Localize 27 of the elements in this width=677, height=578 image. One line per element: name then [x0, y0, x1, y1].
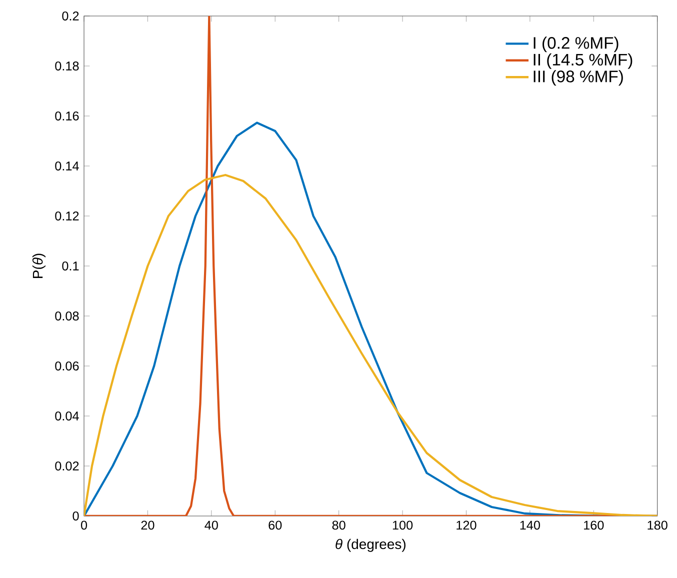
x-tick-label: 100 [392, 520, 413, 530]
y-tick-label: 0.06 [55, 362, 79, 370]
x-tick-label: 0 [80, 520, 88, 530]
y-tick-label: 0.12 [55, 212, 79, 220]
y-tick-label: 0.18 [55, 62, 79, 70]
y-tick-label: 0.08 [55, 312, 79, 320]
x-tick-label: 120 [456, 520, 476, 530]
legend-label: I (0.2 %MF) [534, 36, 618, 52]
x-tick-label: 140 [520, 520, 540, 530]
x-tick-label: 60 [268, 520, 282, 530]
legend-label: II (14.5 %MF) [534, 53, 632, 69]
x-tick-label: 180 [648, 520, 668, 530]
y-tick-label: 0.04 [55, 412, 79, 420]
y-axis-title: P(θ) [32, 254, 46, 278]
x-tick-label: 80 [332, 520, 346, 530]
x-tick-label: 20 [141, 520, 154, 530]
y-tick-label: 0.2 [62, 12, 79, 20]
x-tick-label: 40 [204, 520, 218, 530]
y-tick-label: 0.02 [55, 462, 79, 470]
line-series [84, 16, 658, 516]
legend-label: III (98 %MF) [534, 70, 623, 86]
x-axis-title: θ (degrees) [336, 538, 406, 552]
y-tick-label: 0.14 [55, 162, 79, 170]
x-tick-label: 160 [584, 520, 604, 530]
y-tick-label: 0.16 [55, 112, 79, 120]
y-tick-label: 0 [72, 512, 79, 520]
y-tick-label: 0.1 [62, 262, 79, 270]
